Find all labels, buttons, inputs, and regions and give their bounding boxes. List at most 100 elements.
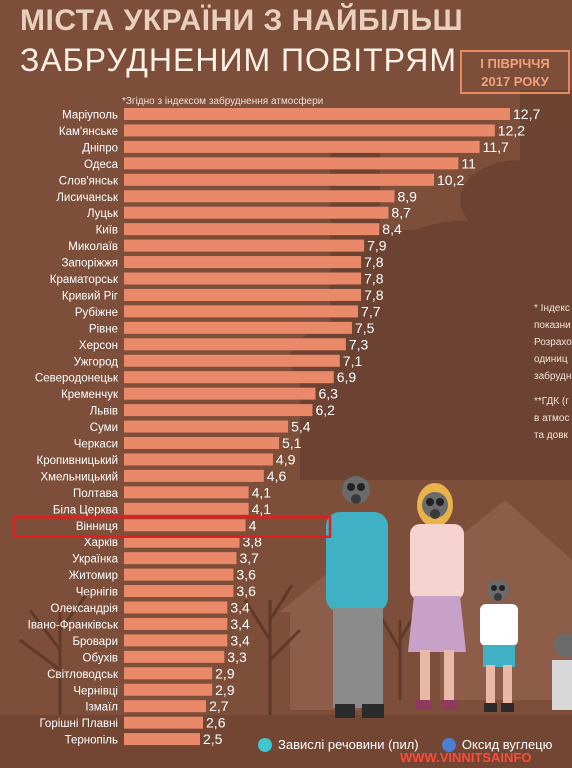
bar-35 (124, 683, 213, 696)
value-label: 6,3 (318, 386, 338, 402)
bar-7 (124, 223, 380, 236)
value-label: 10,2 (437, 172, 464, 188)
legend: Завислі речовини (пил) Оксид вуглецю (258, 736, 552, 756)
side-note-line: Розрахо (534, 337, 572, 348)
category-label: Суми (90, 422, 118, 434)
badge-line-2: 2017 РОКУ (481, 74, 549, 89)
category-label: Кременчук (61, 389, 119, 401)
value-label: 3,4 (230, 632, 250, 648)
bar-30 (124, 601, 228, 614)
value-label: 11,7 (483, 139, 509, 155)
value-label: 3,3 (227, 649, 247, 665)
bar-33 (124, 650, 225, 663)
value-label: 7,7 (361, 303, 381, 319)
legend-label-carbon-monoxide: Оксид вуглецю (461, 737, 553, 753)
value-label: 4,6 (267, 468, 287, 484)
category-label: Рівне (89, 323, 118, 335)
category-label: Бровари (72, 636, 118, 648)
category-label: Запоріжжя (61, 258, 118, 270)
category-label: Ужгород (74, 356, 118, 368)
bar-32 (124, 634, 228, 647)
value-label: 7,8 (364, 254, 384, 270)
value-label: 11 (461, 155, 476, 171)
side-note-line: в атмос (534, 413, 570, 424)
category-label: Одеса (84, 159, 119, 171)
value-label: 7,9 (367, 238, 387, 254)
category-label: Краматорськ (50, 274, 119, 286)
category-label: Слов'янськ (59, 175, 119, 187)
bar-4 (124, 173, 435, 186)
badge-line-1: І ПІВРІЧЧЯ (480, 56, 550, 71)
value-label: 2,5 (203, 731, 223, 747)
bar-6 (124, 206, 389, 219)
category-label: Полтава (73, 488, 119, 500)
value-label: 3,6 (236, 583, 256, 599)
category-label: Світловодськ (47, 669, 119, 681)
legend-swatch-carbon-monoxide (441, 737, 456, 752)
title-line-2: ЗАБРУДНЕНИМ ПОВІТРЯМ (20, 42, 458, 78)
bar-1 (124, 124, 495, 137)
value-label: 3,7 (239, 550, 259, 566)
chart-note: *Згідно з індексом забруднення атмосфери (122, 96, 324, 107)
category-label: Олександрія (51, 603, 118, 615)
highlight-box (12, 516, 332, 538)
bar-29 (124, 585, 234, 598)
category-label: Маріуполь (62, 110, 118, 122)
bar-2 (124, 140, 480, 153)
value-label: 3,4 (230, 616, 250, 632)
bar-37 (124, 716, 204, 729)
value-label: 12,7 (513, 106, 540, 122)
bar-28 (124, 568, 234, 581)
category-label: Житомир (69, 570, 118, 582)
value-label: 12,2 (498, 122, 525, 138)
value-label: 2,9 (215, 665, 235, 681)
bar-25 (124, 519, 246, 532)
bar-19 (124, 420, 289, 433)
side-note-line: та довк (534, 430, 568, 441)
bar-20 (124, 437, 280, 449)
category-label: Луцьк (87, 208, 119, 220)
value-label: 6,2 (315, 402, 335, 418)
bar-21 (124, 453, 273, 466)
bar-27 (124, 552, 237, 565)
category-label: Вінниця (76, 521, 118, 533)
side-note-line: * Індекс (534, 303, 570, 314)
value-label: 4,1 (252, 484, 272, 500)
bar-18 (124, 404, 313, 417)
value-label: 8,7 (391, 205, 411, 221)
value-label: 4 (249, 517, 257, 533)
value-label: 7,8 (364, 287, 384, 303)
period-badge: І ПІВРІЧЧЯ 2017 РОКУ (460, 50, 570, 94)
value-label: 7,5 (355, 320, 375, 336)
bar-15 (124, 354, 340, 367)
category-label: Чернівці (73, 685, 118, 697)
bar-31 (124, 617, 228, 630)
category-label: Херсон (79, 340, 118, 352)
value-label: 7,8 (364, 271, 384, 287)
value-label: 4,1 (252, 501, 272, 517)
value-label: 7,1 (343, 353, 363, 369)
bar-36 (124, 700, 207, 713)
category-label: Северодонецьк (35, 373, 119, 385)
bar-3 (124, 157, 459, 170)
legend-label-dust: Завислі речовини (пил) (278, 737, 419, 753)
category-label: Кривий Ріг (62, 290, 118, 302)
category-label: Миколаїв (68, 241, 118, 253)
watermark: WWW.VINNITSAINFO (400, 750, 532, 765)
category-label: Рубіжне (75, 307, 118, 319)
category-label: Чернігів (76, 587, 118, 599)
bar-23 (124, 486, 249, 499)
bar-24 (124, 502, 249, 515)
category-label: Тернопіль (65, 735, 118, 747)
bar-0 (124, 108, 510, 120)
category-label: Кропивницький (37, 455, 118, 467)
category-label: Черкаси (74, 439, 118, 451)
value-label: 3,4 (230, 600, 250, 616)
value-label: 2,6 (206, 715, 226, 731)
side-note-line: забрудн (534, 371, 572, 382)
category-label: Обухів (83, 652, 118, 664)
bar-5 (124, 190, 395, 203)
value-label: 3,6 (236, 567, 256, 583)
value-label: 8,4 (382, 221, 402, 237)
